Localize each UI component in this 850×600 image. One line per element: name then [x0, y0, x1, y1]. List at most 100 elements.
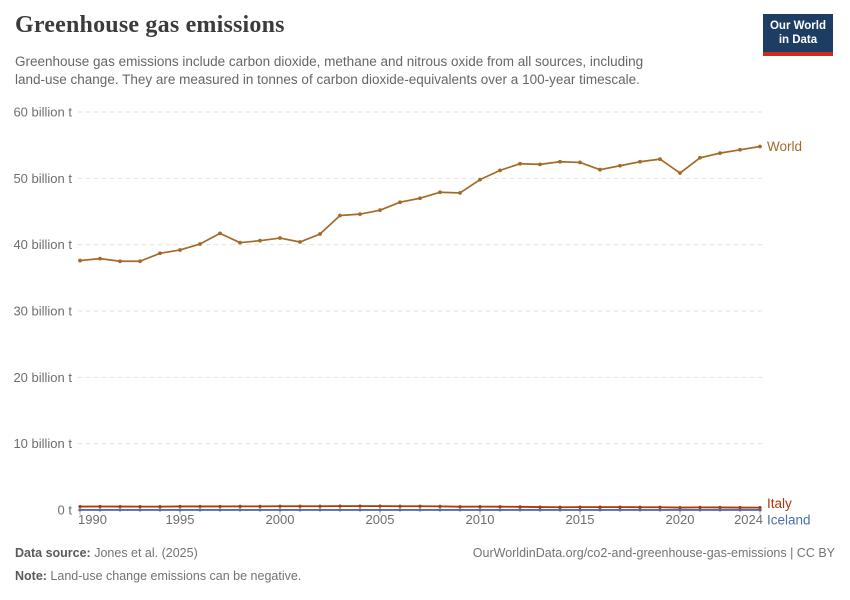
data-point[interactable] — [318, 508, 322, 512]
data-point[interactable] — [718, 505, 722, 510]
data-point[interactable] — [218, 508, 222, 512]
data-point[interactable] — [138, 259, 142, 264]
data-point[interactable] — [358, 504, 362, 508]
data-point[interactable] — [598, 505, 602, 509]
data-point[interactable] — [338, 213, 342, 218]
data-point[interactable] — [338, 508, 342, 512]
entity-label-world[interactable]: World — [767, 139, 802, 154]
data-point[interactable] — [278, 504, 282, 508]
data-point[interactable] — [558, 159, 562, 164]
data-point[interactable] — [478, 505, 482, 509]
data-point[interactable] — [538, 508, 542, 512]
data-point[interactable] — [378, 508, 382, 512]
data-point[interactable] — [638, 505, 642, 509]
data-point[interactable] — [98, 508, 102, 512]
data-point[interactable] — [678, 508, 682, 512]
data-point[interactable] — [358, 508, 362, 512]
data-point[interactable] — [598, 167, 602, 172]
data-point[interactable] — [718, 151, 722, 156]
data-point[interactable] — [438, 508, 442, 512]
data-point[interactable] — [238, 508, 242, 512]
series-world[interactable]: World — [78, 139, 802, 264]
data-point[interactable] — [118, 508, 122, 512]
data-point[interactable] — [358, 212, 362, 217]
data-point[interactable] — [238, 240, 242, 245]
data-point[interactable] — [638, 159, 642, 164]
data-point[interactable] — [438, 190, 442, 195]
data-point[interactable] — [298, 240, 302, 244]
data-point[interactable] — [178, 248, 182, 252]
data-point[interactable] — [498, 508, 502, 512]
data-point[interactable] — [458, 508, 462, 512]
data-point[interactable] — [258, 504, 262, 508]
data-point[interactable] — [618, 163, 622, 168]
data-point[interactable] — [658, 505, 662, 509]
data-point[interactable] — [618, 505, 622, 509]
data-point[interactable] — [738, 508, 742, 512]
entity-label-italy[interactable]: Italy — [767, 496, 792, 511]
data-point[interactable] — [658, 508, 662, 512]
data-point[interactable] — [118, 504, 122, 509]
entity-label-iceland[interactable]: Iceland — [767, 512, 811, 527]
data-point[interactable] — [378, 504, 382, 508]
data-point[interactable] — [458, 505, 462, 509]
data-point[interactable] — [198, 242, 202, 246]
data-point[interactable] — [138, 508, 142, 512]
data-point[interactable] — [578, 505, 582, 509]
data-point[interactable] — [258, 238, 262, 243]
series-line-world[interactable] — [79, 145, 761, 263]
data-point[interactable] — [278, 508, 282, 512]
data-point[interactable] — [678, 171, 682, 175]
data-point[interactable] — [558, 508, 562, 512]
data-point[interactable] — [698, 155, 702, 160]
data-point[interactable] — [598, 508, 602, 512]
data-point[interactable] — [158, 508, 162, 512]
data-point[interactable] — [398, 504, 402, 508]
data-point[interactable] — [438, 504, 442, 508]
data-point[interactable] — [578, 508, 582, 512]
data-point[interactable] — [458, 191, 462, 195]
data-point[interactable] — [78, 258, 82, 263]
data-point[interactable] — [218, 231, 222, 236]
data-point[interactable] — [638, 508, 642, 512]
data-point[interactable] — [378, 208, 382, 213]
data-point[interactable] — [478, 508, 482, 512]
series-italy[interactable]: Italy — [78, 496, 792, 511]
data-point[interactable] — [698, 508, 702, 512]
data-point[interactable] — [338, 504, 342, 508]
data-point[interactable] — [258, 508, 262, 512]
data-point[interactable] — [758, 508, 762, 512]
data-point[interactable] — [738, 505, 742, 510]
data-point[interactable] — [398, 200, 402, 205]
data-point[interactable] — [198, 508, 202, 512]
data-point[interactable] — [98, 504, 102, 509]
data-point[interactable] — [618, 508, 622, 512]
data-point[interactable] — [98, 256, 102, 261]
data-point[interactable] — [538, 505, 542, 509]
data-point[interactable] — [418, 504, 422, 508]
data-point[interactable] — [198, 504, 202, 509]
data-point[interactable] — [518, 161, 522, 166]
data-point[interactable] — [718, 508, 722, 512]
data-point[interactable] — [538, 162, 542, 167]
data-point[interactable] — [738, 147, 742, 152]
owid-logo[interactable]: Our World in Data — [762, 14, 833, 56]
data-point[interactable] — [498, 168, 502, 173]
data-point[interactable] — [78, 504, 82, 509]
data-point[interactable] — [178, 508, 182, 512]
data-point[interactable] — [318, 232, 322, 236]
data-point[interactable] — [178, 504, 182, 509]
data-point[interactable] — [658, 157, 662, 161]
data-point[interactable] — [138, 505, 142, 509]
data-point[interactable] — [518, 505, 522, 509]
data-point[interactable] — [698, 505, 702, 509]
data-point[interactable] — [758, 144, 762, 149]
data-point[interactable] — [418, 508, 422, 512]
data-point[interactable] — [218, 504, 222, 509]
data-point[interactable] — [518, 508, 522, 512]
data-point[interactable] — [398, 508, 402, 512]
data-point[interactable] — [678, 505, 682, 510]
data-point[interactable] — [158, 505, 162, 509]
data-point[interactable] — [158, 251, 162, 256]
